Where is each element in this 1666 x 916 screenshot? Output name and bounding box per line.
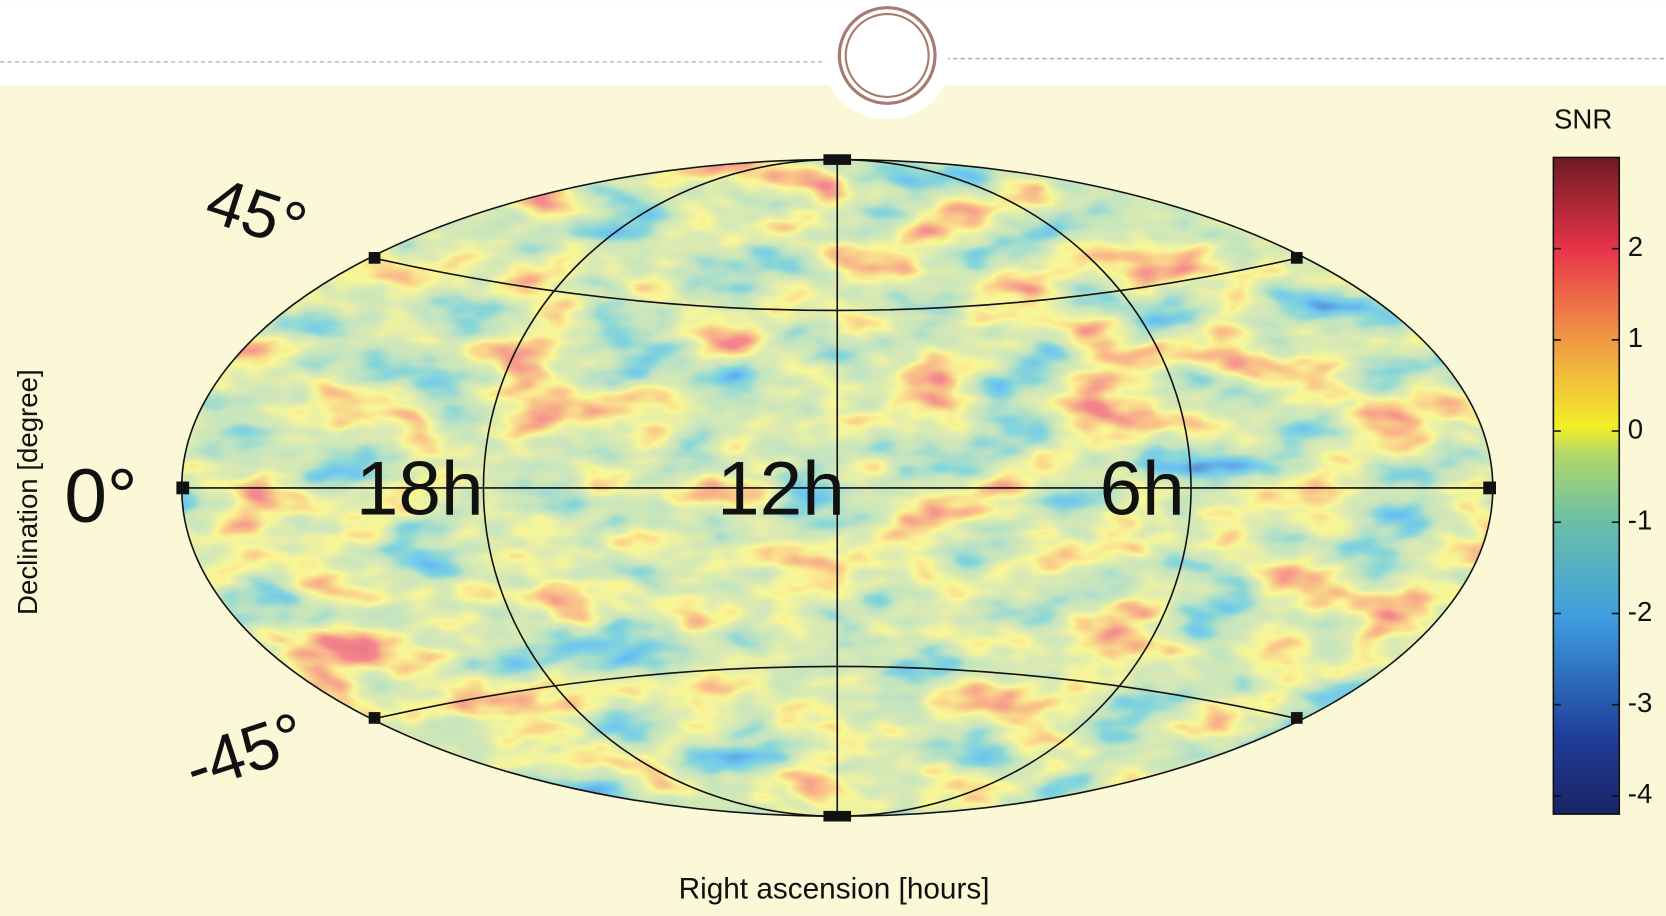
- marker: [176, 481, 190, 495]
- header-ring: [844, 12, 930, 98]
- dec-label: 0°: [64, 454, 137, 539]
- x-axis-label: Right ascension [hours]: [679, 872, 990, 905]
- colorbar-label: SNR: [1554, 104, 1612, 135]
- colorbar-tick-label: 1: [1628, 322, 1643, 353]
- colorbar-tick-label: -4: [1628, 778, 1653, 809]
- marker: [368, 712, 381, 724]
- marker: [368, 252, 381, 264]
- dec-label: 45°: [198, 162, 316, 263]
- colorbar-tick-label: 0: [1628, 413, 1643, 444]
- marker: [823, 154, 852, 165]
- marker: [1483, 481, 1496, 495]
- ra-label: 6h: [1100, 446, 1185, 531]
- parallel: [374, 665, 1297, 720]
- y-axis-label: Declination [degree]: [12, 369, 43, 615]
- colorbar-tick-label: -3: [1628, 687, 1653, 718]
- marker: [823, 810, 852, 822]
- ra-label: 18h: [356, 446, 484, 531]
- ra-label: 12h: [717, 446, 845, 531]
- header-ring: [837, 6, 937, 105]
- marker: [1290, 252, 1303, 264]
- colorbar: [1552, 156, 1621, 815]
- dec-label: -45°: [176, 697, 314, 805]
- colorbar-tick-label: -2: [1628, 596, 1653, 627]
- colorbar-tick-label: 2: [1628, 231, 1643, 262]
- graticule-markers: [176, 154, 1496, 822]
- marker: [1290, 712, 1303, 724]
- colorbar-tick-label: -1: [1628, 505, 1653, 536]
- parallel: [374, 257, 1297, 312]
